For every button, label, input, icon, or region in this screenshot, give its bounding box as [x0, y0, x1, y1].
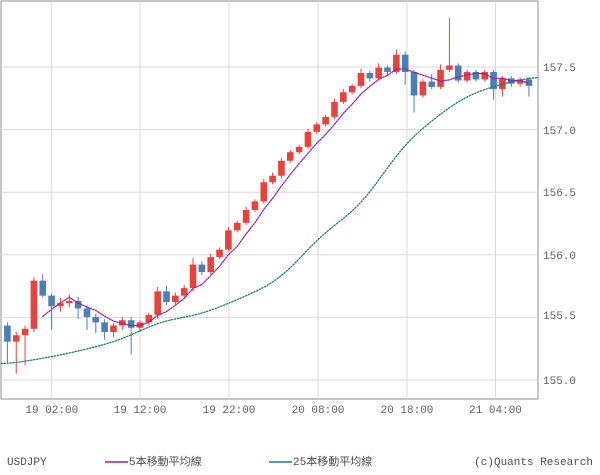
svg-text:25本移動平均線: 25本移動平均線 — [293, 454, 372, 469]
svg-text:5本移動平均線: 5本移動平均線 — [129, 454, 202, 469]
svg-text:157.0: 157.0 — [543, 126, 576, 138]
svg-text:(c)Quants Research: (c)Quants Research — [474, 457, 593, 469]
svg-text:157.5: 157.5 — [543, 63, 576, 75]
svg-text:156.0: 156.0 — [543, 251, 576, 263]
svg-text:20 08:00: 20 08:00 — [292, 405, 345, 417]
svg-text:19 12:00: 19 12:00 — [114, 405, 167, 417]
svg-text:155.0: 155.0 — [543, 376, 576, 388]
svg-text:21 04:00: 21 04:00 — [469, 405, 522, 417]
svg-text:19 02:00: 19 02:00 — [25, 405, 78, 417]
svg-text:19 22:00: 19 22:00 — [203, 405, 256, 417]
svg-text:20 18:00: 20 18:00 — [381, 405, 434, 417]
svg-text:155.5: 155.5 — [543, 311, 576, 323]
svg-text:USDJPY: USDJPY — [7, 457, 47, 469]
svg-text:156.5: 156.5 — [543, 188, 576, 200]
